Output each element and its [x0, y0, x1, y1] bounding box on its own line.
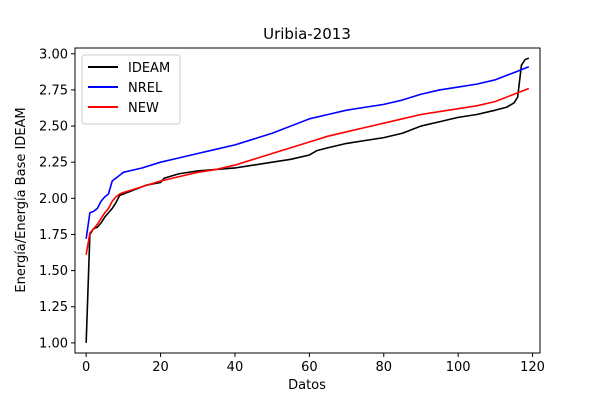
y-tick-label: 2.25	[39, 156, 68, 171]
y-axis: 1.00 1.25 1.50 1.75 2.00 2.25 2.50 2.75 3.00	[39, 47, 75, 351]
series-line-new	[85, 87, 530, 255]
legend-label-ideam: IDEAM	[128, 61, 170, 76]
y-tick-label: 1.00	[39, 336, 68, 351]
plot-content	[85, 57, 530, 343]
x-tick-label: 80	[375, 360, 392, 375]
series-line-ideam	[85, 57, 530, 343]
x-tick-label: 0	[82, 360, 90, 375]
x-tick-label: 120	[520, 360, 545, 375]
x-tick-label: 100	[446, 360, 471, 375]
x-tick-label: 60	[301, 360, 318, 375]
y-tick-label: 2.75	[39, 83, 68, 98]
x-axis-label: Datos	[288, 378, 326, 393]
series-line-nrel	[85, 66, 530, 239]
x-tick-label: 40	[227, 360, 244, 375]
legend-label-nrel: NREL	[128, 81, 163, 96]
y-tick-label: 1.75	[39, 228, 68, 243]
y-tick-label: 2.00	[39, 192, 68, 207]
y-axis-label: Energía/Energía Base IDEAM	[14, 107, 29, 292]
y-tick-label: 2.50	[39, 120, 68, 135]
y-tick-label: 1.50	[39, 264, 68, 279]
chart-title: Uribia-2013	[263, 25, 351, 43]
plot-frame	[74, 47, 541, 354]
legend-label-new: NEW	[128, 101, 159, 116]
x-axis: 0 20 40 60 80 100 120	[82, 353, 545, 375]
y-tick-label: 3.00	[39, 47, 68, 62]
x-tick-label: 20	[152, 360, 169, 375]
y-tick-label: 1.25	[39, 300, 68, 315]
legend: IDEAM NREL NEW	[81, 54, 181, 125]
